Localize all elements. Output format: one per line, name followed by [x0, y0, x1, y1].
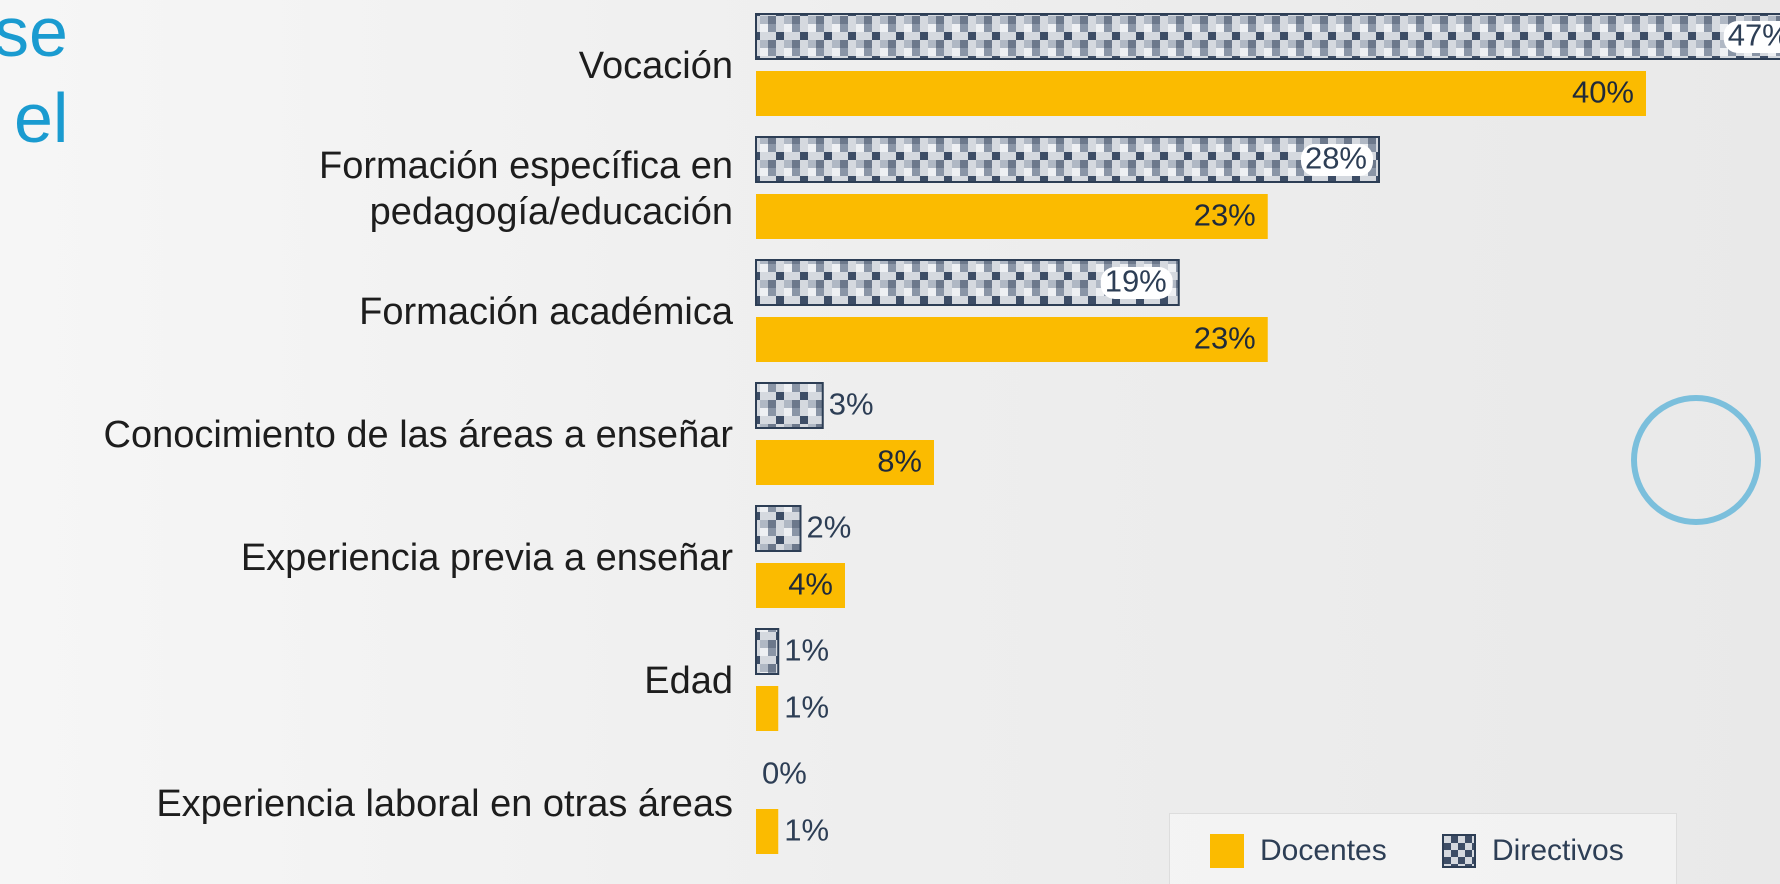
- category-label: Edad: [644, 660, 733, 702]
- bar: [755, 505, 802, 552]
- value-label: 1%: [784, 633, 829, 668]
- category-label: Experiencia laboral en otras áreas: [156, 783, 733, 825]
- value-label: 23%: [1194, 198, 1256, 233]
- label-bg: [1301, 144, 1373, 176]
- bar: [756, 686, 779, 731]
- label-bg: [1100, 267, 1173, 299]
- value-label: 40%: [1572, 75, 1634, 110]
- bar: [756, 809, 779, 854]
- value-label: 2%: [807, 510, 852, 545]
- title-fragment: se: [0, 0, 68, 71]
- value-label: 47%: [1728, 18, 1780, 53]
- value-label: 1%: [784, 813, 829, 848]
- bar: [755, 382, 824, 429]
- category-label: Experiencia previa a enseñar: [240, 537, 733, 579]
- bar: [755, 136, 1380, 183]
- label-bg: [1723, 21, 1780, 53]
- category-label: Formación académica: [359, 291, 733, 333]
- value-label: 1%: [784, 690, 829, 725]
- value-label: 4%: [788, 567, 833, 602]
- legend-label: Docentes: [1260, 834, 1387, 867]
- bar: [756, 440, 934, 485]
- title-fragment: el: [14, 79, 69, 157]
- value-label: 8%: [877, 444, 922, 479]
- bar: [756, 317, 1268, 362]
- legend-swatch: [1210, 834, 1244, 868]
- value-label: 3%: [829, 387, 874, 422]
- value-label: 19%: [1105, 264, 1167, 299]
- value-label: 23%: [1194, 321, 1256, 356]
- bar: [755, 628, 780, 675]
- bar: [755, 13, 1780, 60]
- category-label: Vocación: [578, 45, 733, 87]
- legend: Docentes Directivos: [1169, 813, 1677, 884]
- legend-swatch: [1442, 834, 1476, 868]
- category-label: Formación específica en pedagogía/educac…: [319, 145, 733, 233]
- category-label: Conocimiento de las áreas a enseñar: [103, 414, 734, 456]
- bar: [756, 194, 1268, 239]
- bar: [756, 71, 1646, 116]
- value-label: 0%: [762, 756, 807, 791]
- legend-label: Directivos: [1492, 834, 1624, 867]
- decor-circle: [1631, 395, 1761, 525]
- value-label: 28%: [1305, 141, 1367, 176]
- bar: [756, 563, 845, 608]
